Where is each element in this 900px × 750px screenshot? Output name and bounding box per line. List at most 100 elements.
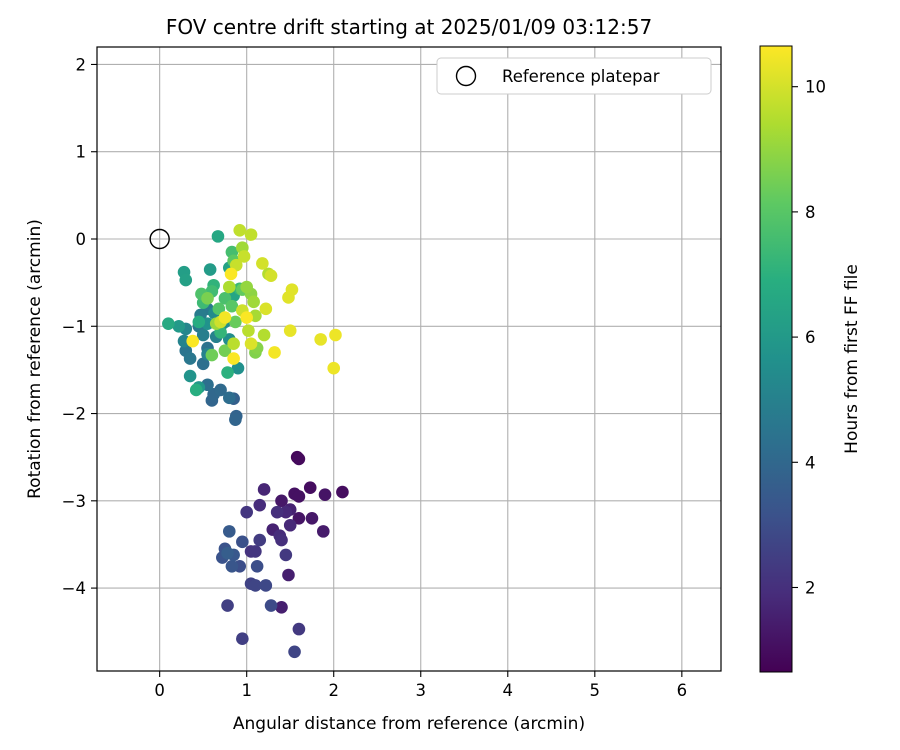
data-point <box>283 518 297 532</box>
data-point <box>192 315 206 329</box>
x-tick-label: 2 <box>328 681 339 700</box>
data-point <box>229 315 242 329</box>
data-point <box>240 311 253 324</box>
legend-marker-reference <box>455 65 477 87</box>
data-point <box>225 299 239 313</box>
y-tick-label: −4 <box>62 579 86 598</box>
data-point <box>257 483 271 496</box>
data-point <box>227 337 240 351</box>
colorbar-label: Hours from first FF file <box>842 264 862 454</box>
data-point <box>172 319 186 333</box>
data-point <box>242 324 255 337</box>
data-point <box>275 600 288 614</box>
colorbar-tick-label: 8 <box>805 203 816 222</box>
points-layer <box>149 223 349 659</box>
data-point <box>240 280 253 294</box>
data-point <box>318 488 332 502</box>
colorbar-tick-label: 10 <box>805 78 826 97</box>
data-point <box>229 413 242 426</box>
data-point <box>256 257 269 270</box>
data-point <box>222 280 236 294</box>
data-point <box>316 525 330 538</box>
data-point <box>292 511 306 525</box>
data-point <box>233 223 247 237</box>
data-point <box>247 295 260 309</box>
data-point <box>285 283 299 296</box>
data-point <box>183 369 197 383</box>
data-point <box>257 328 271 342</box>
colorbar-ticks: 2 4 6 8 10 <box>792 78 826 597</box>
colorbar-tick-label: 6 <box>805 328 816 347</box>
data-point <box>212 302 226 316</box>
data-point <box>221 546 234 560</box>
data-point <box>221 366 234 379</box>
data-point <box>240 505 253 519</box>
colorbar-tick-label: 4 <box>805 453 816 472</box>
data-point <box>275 494 288 508</box>
data-point <box>236 535 249 549</box>
chart-title: FOV centre drift starting at 2025/01/09 … <box>166 15 652 39</box>
data-point <box>203 263 217 276</box>
data-point <box>288 645 301 659</box>
data-point <box>214 383 227 397</box>
data-point <box>270 505 284 519</box>
colorbar-tick-label: 2 <box>805 578 816 597</box>
data-point <box>205 348 219 362</box>
reference-platepar-marker <box>149 228 170 250</box>
data-point <box>292 490 306 503</box>
data-point <box>259 302 273 316</box>
y-tick-label: −2 <box>62 405 86 424</box>
data-point <box>218 311 232 324</box>
data-point <box>221 599 234 612</box>
x-tick-label: 4 <box>503 681 514 700</box>
data-point <box>196 328 210 342</box>
y-tick-label: 2 <box>76 55 87 74</box>
data-point <box>201 292 214 305</box>
data-point <box>162 317 175 330</box>
colorbar-gradient <box>759 45 793 673</box>
x-tick-label: 3 <box>415 681 426 700</box>
data-point <box>244 228 258 241</box>
data-point <box>196 357 210 371</box>
data-point <box>292 622 306 636</box>
data-point <box>327 361 341 375</box>
data-point <box>250 559 264 573</box>
data-point <box>218 344 232 358</box>
data-point <box>224 267 238 281</box>
y-tick-label: 1 <box>76 143 87 162</box>
data-point <box>336 485 349 499</box>
data-point <box>177 334 191 348</box>
y-tick-label: −1 <box>62 317 86 336</box>
y-tick-label: −3 <box>62 492 86 511</box>
data-point <box>264 269 278 282</box>
data-point <box>253 533 267 547</box>
data-point <box>303 481 317 495</box>
data-point <box>329 328 342 342</box>
y-axis-label: Rotation from reference (arcmin) <box>25 219 45 499</box>
data-point <box>179 273 193 287</box>
data-point <box>283 324 297 337</box>
data-point <box>211 230 225 243</box>
data-point <box>249 579 262 592</box>
data-point <box>279 505 293 519</box>
x-axis-label: Angular distance from reference (arcmin) <box>233 714 585 734</box>
data-point <box>231 361 245 375</box>
colorbar: 2 4 6 8 10 Hours from first FF file <box>759 45 862 673</box>
data-point <box>275 533 288 547</box>
data-point <box>279 548 293 562</box>
y-tick-label: 0 <box>76 230 87 249</box>
data-point <box>236 632 249 646</box>
data-point <box>264 599 278 612</box>
data-point <box>292 452 306 466</box>
x-tick-label: 6 <box>677 681 688 700</box>
data-point <box>249 545 262 558</box>
data-point <box>189 383 203 397</box>
data-point <box>222 391 236 405</box>
data-point <box>237 250 251 263</box>
x-tick-label: 1 <box>241 681 252 700</box>
data-point <box>282 568 295 582</box>
data-point <box>305 511 319 525</box>
data-point <box>225 559 239 573</box>
data-point <box>186 334 200 348</box>
